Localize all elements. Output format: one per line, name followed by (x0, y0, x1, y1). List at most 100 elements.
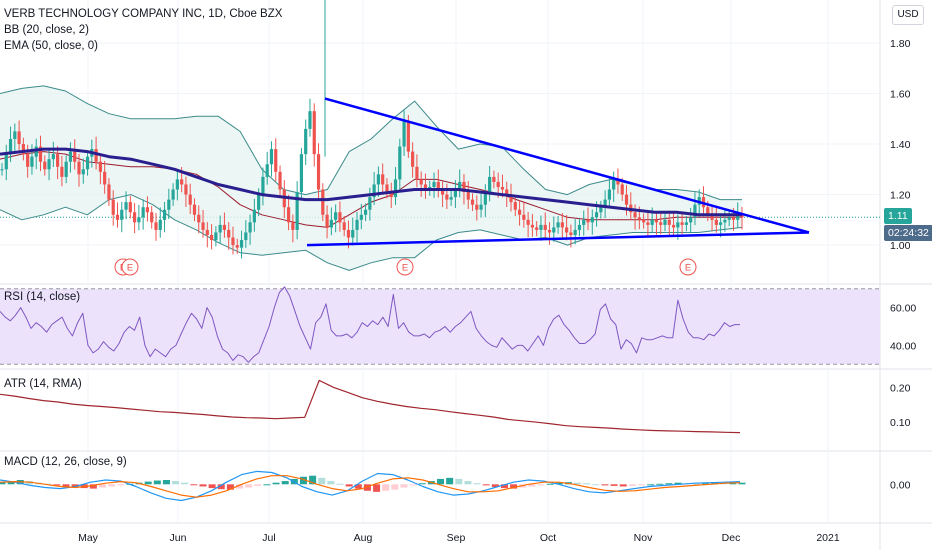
candle-body (633, 212, 637, 218)
macd-histogram-bar (674, 482, 682, 485)
candle-body (671, 224, 676, 228)
candle-body (676, 222, 680, 228)
candle-body (535, 227, 539, 230)
atr-tick-label: 0.10 (890, 417, 911, 429)
candle-body (4, 154, 8, 170)
candle-body (389, 192, 393, 198)
candle-body (569, 232, 573, 235)
atr-pane[interactable] (0, 379, 741, 434)
candle-body (637, 217, 641, 220)
candle-body (286, 207, 291, 223)
candle-body (406, 121, 410, 152)
currency-button[interactable]: USD (892, 5, 924, 25)
candle-body (680, 222, 684, 225)
candle-body (381, 174, 385, 185)
atr-line (0, 379, 741, 434)
earnings-marker (121, 258, 139, 276)
legend-symbol[interactable]: VERB TECHNOLOGY COMPANY INC, 1D, Cboe BZ… (4, 8, 283, 20)
candle-body (488, 176, 492, 193)
candle-body (312, 111, 316, 155)
candle-body (526, 219, 530, 225)
candle-body (197, 214, 201, 223)
candle-body (603, 199, 607, 208)
macd-histogram-bar (555, 482, 563, 485)
candle-body (710, 214, 714, 220)
macd-histogram-bar (117, 484, 125, 486)
price-tick-label: 1.80 (890, 38, 911, 50)
time-tick-label: Sep (447, 532, 466, 544)
rsi-pane[interactable] (0, 286, 880, 365)
candle-body (261, 176, 265, 195)
candle-body (659, 222, 663, 225)
candle-body (727, 217, 731, 220)
legend-ema[interactable]: EMA (50, close, 0) (4, 40, 98, 52)
macd-histogram-bar (610, 484, 618, 486)
time-tick-label: Jul (262, 532, 275, 544)
macd-histogram-bar (144, 481, 152, 485)
candle-body (325, 214, 329, 228)
candle-body (517, 209, 522, 215)
last-price-label: 1.11 (884, 208, 912, 224)
candle-body (599, 207, 603, 213)
candle-body (539, 224, 543, 230)
candle-body (47, 159, 51, 170)
legend-atr[interactable]: ATR (14, RMA) (4, 378, 82, 390)
earnings-marker (396, 258, 414, 276)
candle-body (492, 176, 496, 182)
candle-body (85, 156, 90, 170)
candle-body (342, 222, 346, 230)
candle-body (278, 171, 282, 190)
macd-histogram-bar (153, 480, 161, 485)
candle-body (368, 197, 372, 210)
candle-body (479, 204, 483, 210)
macd-histogram-bar (537, 484, 545, 486)
candle-body (248, 222, 252, 233)
candle-body (137, 217, 141, 223)
candle-body (133, 212, 137, 223)
candle-body (17, 131, 21, 145)
candle-body (483, 192, 487, 205)
candle-body (107, 184, 111, 200)
candle-body (445, 194, 449, 200)
price-pane[interactable]: EEEE (0, 0, 880, 276)
time-tick-label: Aug (354, 532, 373, 544)
candle-body (184, 184, 188, 195)
candle-body (73, 151, 77, 162)
legend-macd[interactable]: MACD (12, 26, close, 9) (4, 456, 127, 468)
macd-histogram-bar (162, 480, 170, 485)
macd-histogram-bar (199, 484, 207, 487)
macd-pane[interactable] (0, 470, 746, 502)
legend-bb[interactable]: BB (20, close, 2) (4, 24, 90, 36)
candle-body (162, 209, 167, 220)
macd-histogram-bar (345, 484, 353, 487)
macd-histogram-bar (619, 484, 627, 487)
candle-body (56, 154, 60, 167)
macd-histogram-bar (409, 484, 417, 486)
candle-body (500, 186, 505, 190)
price-tick-label: 1.00 (890, 240, 911, 252)
candle-body (573, 229, 577, 235)
candle-body (513, 202, 517, 210)
candle-body (218, 224, 222, 233)
legend-rsi[interactable]: RSI (14, close) (4, 291, 81, 303)
candle-body (167, 199, 171, 210)
candle-body (522, 214, 526, 220)
macd-histogram-bar (71, 484, 79, 488)
candle-body (706, 207, 710, 215)
rsi-tick-label: 40.00 (890, 340, 916, 352)
candle-body (689, 217, 693, 223)
price-tick-label: 1.40 (890, 139, 911, 151)
candle-body (385, 184, 389, 193)
candle-body (505, 189, 509, 195)
candle-body (205, 229, 209, 235)
candle-body (274, 149, 278, 172)
candle-body (616, 179, 620, 185)
earnings-marker-label: E (127, 263, 133, 274)
candle-body (231, 237, 235, 246)
candle-body (30, 156, 34, 167)
time-tick-label: Jun (170, 532, 187, 544)
candle-body (81, 169, 85, 175)
trendline-lower (306, 231, 810, 247)
